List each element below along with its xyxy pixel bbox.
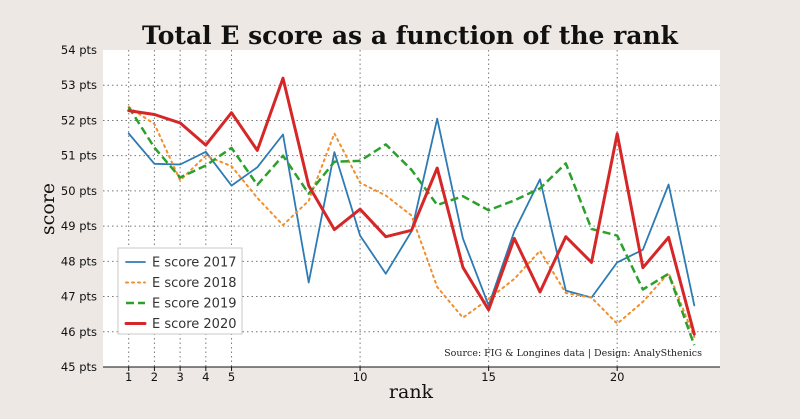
legend-label: E score 2019 [152,297,237,312]
x-tick-label: 5 [228,370,235,384]
x-tick-labels: 1 2 3 4 5 10 15 20 [125,370,624,384]
y-tick-label: 52 pts [61,113,97,127]
y-tick-label: 47 pts [61,290,97,304]
x-tick-label: 10 [353,370,368,384]
legend-label: E score 2017 [152,256,237,271]
x-tick-label: 2 [151,370,158,384]
y-tick-label: 51 pts [61,149,97,163]
y-tick-label: 49 pts [61,219,97,233]
y-tick-label: 46 pts [61,325,97,339]
y-axis-label: score [37,183,59,235]
y-tick-labels: 45 pts 46 pts 47 pts 48 pts 49 pts 50 pts 51 p… [61,43,97,374]
legend-label: E score 2020 [152,317,237,332]
x-tick-label: 15 [481,370,496,384]
y-tick-label: 45 pts [61,360,97,374]
x-tick-label: 1 [125,370,132,384]
legend: E score 2017 E score 2018 E score 2019 E sc… [117,247,243,335]
x-tick-label: 3 [176,370,183,384]
y-tick-label: 53 pts [61,78,97,92]
x-tick-label: 4 [202,370,209,384]
y-tick-label: 50 pts [61,184,97,198]
series-line-e-score-2019 [127,106,696,346]
series-line-e-score-2020 [127,76,696,336]
x-tick-label: 20 [610,370,625,384]
y-tick-label: 48 pts [61,254,97,268]
legend-label: E score 2018 [152,276,237,291]
x-axis-label: rank [389,381,434,403]
chart-title: Total E score as a function of the rank [142,21,679,50]
series-lines [127,76,696,346]
y-tick-label: 54 pts [61,43,97,57]
source-note: Source: FIG & Longines data | Design: An… [444,348,702,359]
series-line-e-score-2018 [127,106,696,339]
